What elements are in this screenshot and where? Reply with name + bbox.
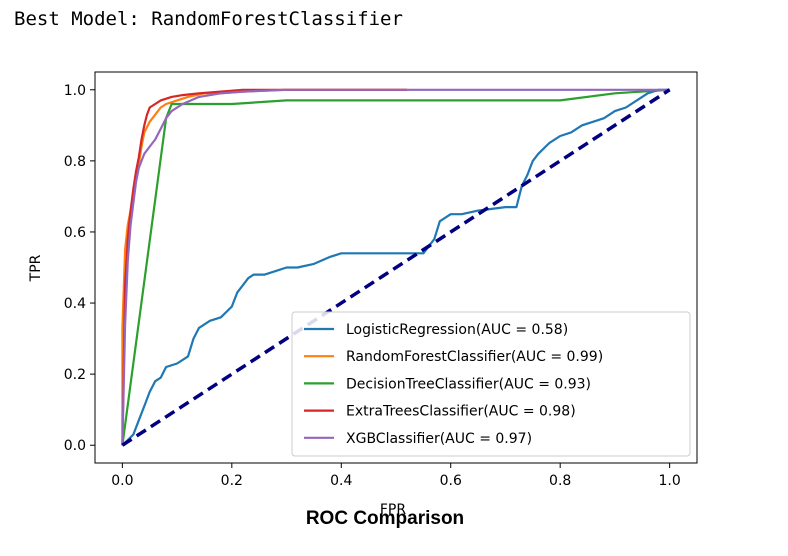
legend: LogisticRegression(AUC = 0.58) RandomFore…: [291, 311, 691, 457]
x-tick-label: 0.6: [440, 473, 462, 489]
y-tick-label: 0.8: [64, 154, 86, 170]
y-tick-label: 0.0: [64, 438, 86, 454]
x-tick-label: 0.8: [549, 473, 571, 489]
plot-frame: [94, 71, 698, 464]
best-model-output: Best Model: RandomForestClassifier: [14, 8, 403, 30]
x-tick-label: 1.0: [659, 473, 681, 489]
legend-label: ExtraTreesClassifier(AUC = 0.98): [346, 404, 576, 420]
legend-box: [291, 311, 691, 457]
legend-label: DecisionTreeClassifier(AUC = 0.93): [346, 376, 591, 392]
legend-label: RandomForestClassifier(AUC = 0.99): [346, 349, 603, 365]
legend-label: LogisticRegression(AUC = 0.58): [346, 322, 568, 338]
chart-title: ROC Comparison: [306, 508, 464, 529]
legend-label: XGBClassifier(AUC = 0.97): [346, 431, 532, 447]
chance-diagonal: [121, 88, 671, 447]
series-line-3: [121, 88, 407, 446]
y-axis-title: TPR: [28, 254, 44, 282]
series-line-4: [121, 88, 670, 446]
plot-area: [121, 88, 671, 447]
y-tick-label: 0.4: [64, 296, 86, 312]
x-axis-title: FPR: [380, 502, 406, 518]
axes: 0.0 0.2 0.4 0.6 0.8 1.0 0.0 0.2 0.4 0.6 0.8 1.0: [64, 71, 698, 489]
x-tick-label: 0.2: [221, 473, 243, 489]
series-line-0: [121, 88, 670, 446]
y-tick-label: 1.0: [64, 83, 86, 99]
y-tick-label: 0.6: [64, 225, 86, 241]
x-tick-label: 0.0: [111, 473, 133, 489]
x-tick-label: 0.4: [330, 473, 352, 489]
y-tick-label: 0.2: [64, 367, 86, 383]
